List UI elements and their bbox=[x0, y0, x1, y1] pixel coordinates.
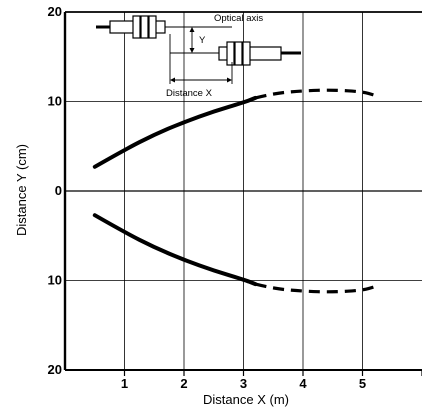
series bbox=[92, 88, 375, 294]
x-tick-label-3: 3 bbox=[240, 376, 247, 391]
optical-axis-label: Optical axis bbox=[214, 13, 263, 24]
y-tick-label-1: 20 bbox=[48, 4, 62, 19]
y-tick-label-4: 10 bbox=[48, 273, 62, 288]
receiver-sensor bbox=[218, 41, 301, 66]
x-tick-label-5: 5 bbox=[359, 376, 366, 391]
y-tick-label-5: 20 bbox=[48, 362, 62, 377]
grid bbox=[65, 12, 422, 370]
x-arrow-head-right bbox=[227, 77, 232, 83]
y-tick-label-3: 0 bbox=[55, 183, 62, 198]
series-1-solid bbox=[92, 95, 258, 169]
y-arrow-head-down bbox=[189, 48, 195, 53]
emitter-sensor bbox=[96, 15, 166, 39]
x-arrow-head-left bbox=[170, 77, 175, 83]
x-axis-title: Distance X (m) bbox=[203, 392, 289, 407]
distance-x-label: Distance X bbox=[166, 88, 213, 99]
x-tick-label-2: 2 bbox=[180, 376, 187, 391]
y-offset-label: Y bbox=[199, 35, 206, 46]
sensor-diagram bbox=[96, 15, 301, 84]
series-3-solid bbox=[92, 213, 258, 287]
x-tick-label-4: 4 bbox=[299, 376, 307, 391]
x-tick-label-1: 1 bbox=[121, 376, 128, 391]
y-axis-title: Distance Y (cm) bbox=[14, 144, 29, 236]
tick-labels: 1 2 3 4 5 20 10 0 10 20 bbox=[48, 4, 422, 391]
series-4-dashed bbox=[255, 282, 375, 294]
series-2-dashed bbox=[255, 88, 375, 100]
y-tick-label-2: 10 bbox=[48, 94, 62, 109]
y-arrow-head-up bbox=[189, 27, 195, 32]
